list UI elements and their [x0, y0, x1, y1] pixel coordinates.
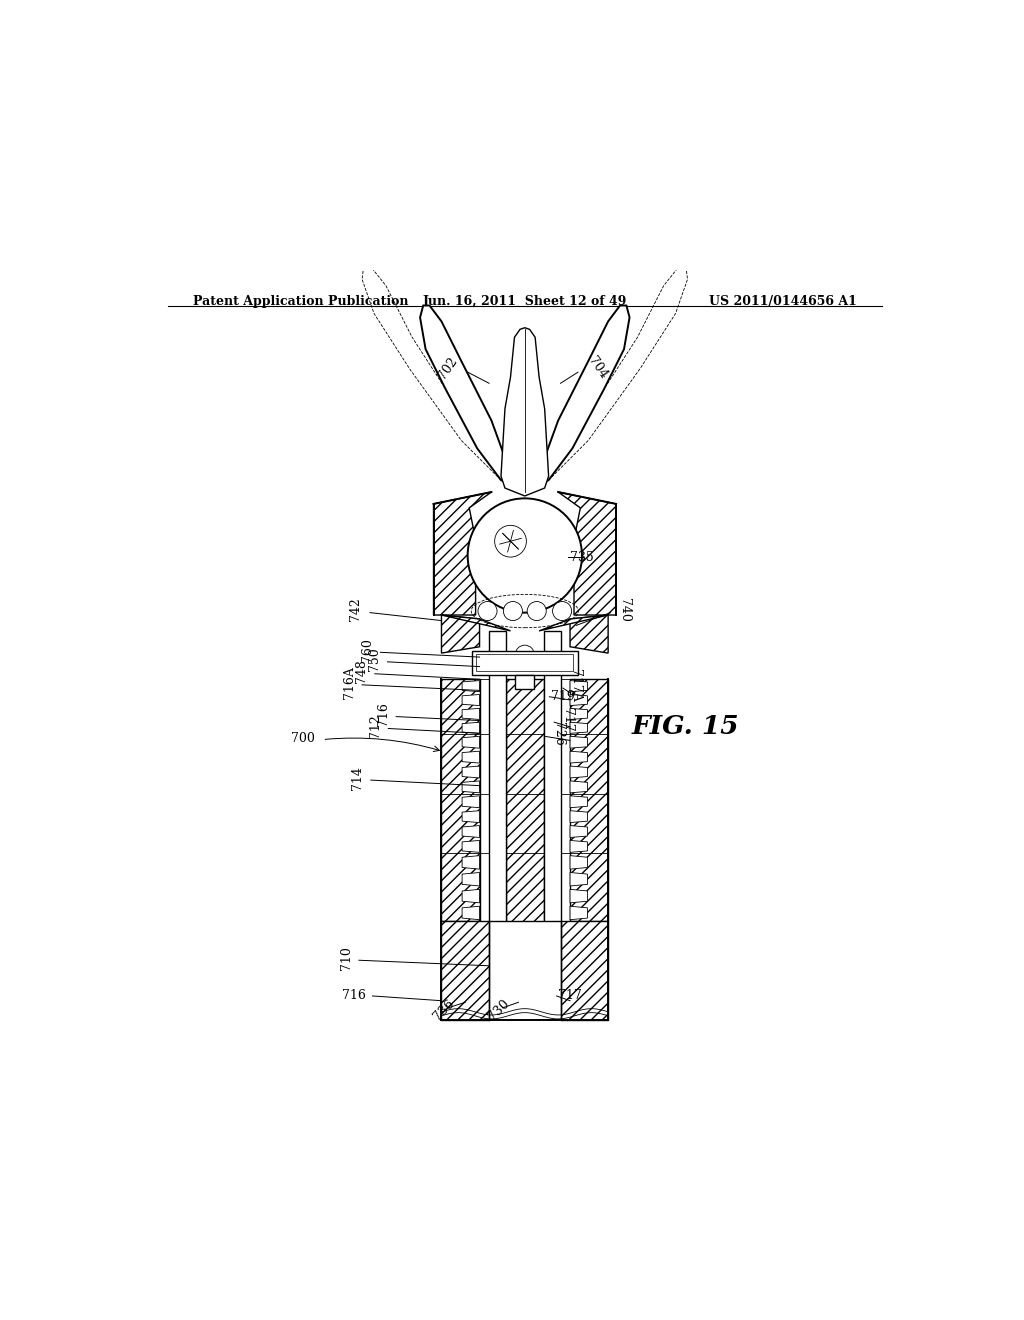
- Bar: [560, 920, 608, 1020]
- Circle shape: [495, 525, 526, 557]
- Polygon shape: [570, 825, 588, 837]
- Text: 740: 740: [618, 598, 632, 622]
- Polygon shape: [462, 751, 479, 763]
- Polygon shape: [462, 781, 479, 793]
- Bar: [441, 920, 489, 1020]
- Circle shape: [504, 602, 522, 620]
- Polygon shape: [570, 737, 588, 748]
- Text: 748: 748: [355, 660, 369, 684]
- Text: 716A: 716A: [343, 667, 355, 698]
- Text: 717A: 717A: [569, 669, 583, 702]
- Bar: [570, 678, 608, 920]
- Text: 710: 710: [340, 946, 352, 970]
- Circle shape: [468, 499, 582, 612]
- Text: 726: 726: [552, 722, 565, 746]
- Polygon shape: [570, 796, 588, 808]
- Polygon shape: [570, 615, 608, 653]
- Polygon shape: [539, 615, 608, 631]
- Text: 730: 730: [486, 997, 512, 1023]
- Text: Jun. 16, 2011  Sheet 12 of 49: Jun. 16, 2011 Sheet 12 of 49: [423, 296, 627, 308]
- Polygon shape: [570, 855, 588, 869]
- Polygon shape: [570, 907, 588, 920]
- Bar: [544, 631, 560, 920]
- Polygon shape: [570, 751, 588, 763]
- Polygon shape: [570, 766, 588, 777]
- Text: 700: 700: [291, 731, 314, 744]
- Text: Patent Application Publication: Patent Application Publication: [194, 296, 409, 308]
- Polygon shape: [433, 492, 492, 615]
- Text: 704: 704: [586, 355, 610, 381]
- Text: 719: 719: [551, 690, 574, 704]
- Polygon shape: [558, 492, 616, 615]
- Bar: [515, 675, 535, 689]
- Text: 712: 712: [369, 714, 382, 738]
- Text: 716: 716: [342, 990, 367, 1002]
- Text: 717: 717: [560, 708, 573, 731]
- Polygon shape: [462, 855, 479, 869]
- Polygon shape: [462, 907, 479, 920]
- Text: 760: 760: [361, 638, 374, 661]
- Polygon shape: [462, 737, 479, 748]
- Circle shape: [478, 602, 497, 620]
- Text: FIG. 15: FIG. 15: [632, 714, 739, 739]
- Text: 750: 750: [369, 648, 381, 672]
- Text: 742: 742: [349, 598, 362, 622]
- Polygon shape: [570, 694, 588, 706]
- Polygon shape: [570, 781, 588, 793]
- Polygon shape: [462, 681, 479, 692]
- Text: 716: 716: [377, 702, 390, 726]
- Text: 736: 736: [431, 997, 457, 1023]
- Polygon shape: [462, 873, 479, 886]
- Polygon shape: [420, 305, 509, 484]
- Text: US 2011/0144656 A1: US 2011/0144656 A1: [709, 296, 856, 308]
- Polygon shape: [462, 890, 479, 903]
- Polygon shape: [462, 766, 479, 777]
- Polygon shape: [570, 681, 588, 692]
- Polygon shape: [570, 890, 588, 903]
- Circle shape: [515, 645, 535, 664]
- Bar: [441, 678, 479, 920]
- Polygon shape: [570, 810, 588, 822]
- Polygon shape: [462, 722, 479, 734]
- Text: 717: 717: [558, 990, 582, 1002]
- Polygon shape: [570, 873, 588, 886]
- Polygon shape: [570, 709, 588, 719]
- Polygon shape: [441, 615, 479, 653]
- Polygon shape: [570, 841, 588, 853]
- Polygon shape: [462, 841, 479, 853]
- Circle shape: [527, 602, 546, 620]
- Text: 714: 714: [351, 766, 365, 789]
- Polygon shape: [501, 327, 549, 496]
- Polygon shape: [570, 722, 588, 734]
- Polygon shape: [462, 810, 479, 822]
- Text: 702: 702: [435, 355, 460, 381]
- Polygon shape: [462, 796, 479, 808]
- Text: 735: 735: [570, 550, 594, 564]
- Polygon shape: [462, 825, 479, 837]
- Polygon shape: [541, 305, 630, 484]
- Bar: [476, 653, 573, 672]
- Polygon shape: [462, 709, 479, 719]
- Polygon shape: [441, 615, 511, 631]
- Bar: [506, 678, 544, 920]
- Bar: [489, 631, 506, 920]
- Circle shape: [553, 602, 571, 620]
- Bar: [472, 651, 578, 675]
- Polygon shape: [462, 694, 479, 706]
